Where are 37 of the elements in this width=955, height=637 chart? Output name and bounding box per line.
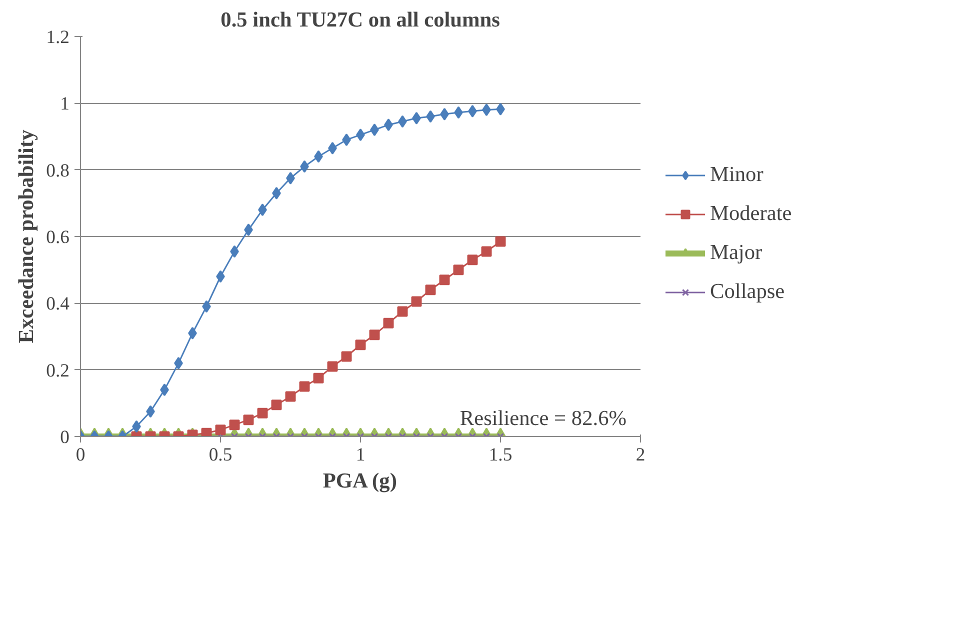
y-tick-label: 0 — [60, 427, 70, 448]
x-tick-label: 2 — [636, 444, 646, 466]
y-axis-title: Exceedance probability — [14, 129, 38, 344]
point — [327, 361, 338, 372]
x-tick-label: 1 — [356, 444, 366, 466]
point — [439, 274, 450, 286]
y-tick-label: 1.2 — [46, 27, 70, 48]
legend-label: Collapse — [710, 279, 785, 304]
legend-label: Moderate — [710, 201, 792, 226]
point — [257, 408, 268, 418]
x-tick-label: 0.5 — [208, 444, 232, 466]
point — [299, 381, 310, 392]
point — [467, 254, 478, 266]
point — [481, 246, 492, 257]
y-tick-label: 0.2 — [46, 360, 70, 382]
x-tick-label: 0 — [76, 444, 86, 466]
point — [411, 296, 422, 307]
y-tick-label: 1 — [60, 94, 70, 115]
x-axis-title: PGA (g) — [322, 468, 397, 492]
point — [201, 428, 212, 436]
point — [313, 372, 324, 384]
legend-label: Minor — [710, 162, 764, 187]
point — [495, 236, 506, 247]
point — [383, 318, 394, 328]
point — [397, 306, 408, 317]
y-tick-label: 0.6 — [46, 227, 70, 248]
y-tick-label: 0.8 — [46, 160, 70, 182]
point — [341, 351, 352, 362]
y-tick-label: 0.4 — [46, 294, 70, 315]
point — [369, 330, 380, 340]
point — [453, 264, 464, 276]
point — [425, 284, 436, 296]
point — [355, 340, 366, 350]
annotation: Resilience = 82.6% — [460, 406, 627, 430]
legend-label: Major — [710, 240, 762, 265]
x-tick-label: 1.5 — [488, 444, 512, 466]
chart-title: 0.5 inch TU27C on all columns — [220, 8, 500, 32]
